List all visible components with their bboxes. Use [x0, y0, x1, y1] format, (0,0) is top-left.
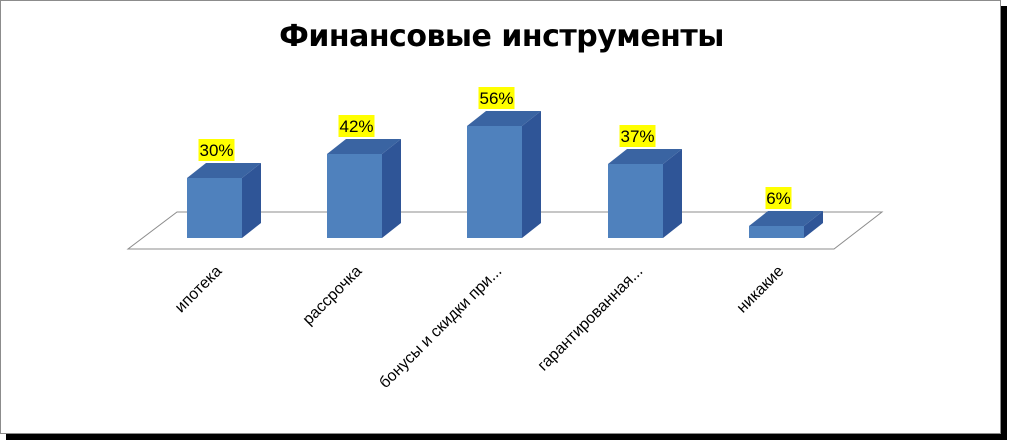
- bar-side: [663, 149, 682, 238]
- data-label: 56%: [479, 89, 513, 108]
- bar-side: [242, 163, 261, 238]
- data-label-bg: [478, 87, 515, 109]
- bar-top: [467, 111, 541, 126]
- bar-side: [382, 139, 401, 238]
- bar: [749, 226, 804, 238]
- bar: [187, 178, 242, 238]
- category-label: бонусы и скидки при...: [376, 263, 505, 392]
- bar-top: [327, 139, 401, 154]
- bar-top: [608, 149, 682, 164]
- data-label: 42%: [339, 117, 373, 136]
- chart-plot: 30% ипотека 42% рассрочка 56% бонусы и скидки…: [126, 87, 884, 392]
- data-label: 6%: [766, 189, 791, 208]
- bar-side: [804, 211, 823, 238]
- data-label-bg: [338, 115, 375, 137]
- data-label-bg: [619, 125, 656, 147]
- data-label: 37%: [620, 127, 654, 146]
- category-label: гарантированная...: [535, 263, 647, 375]
- bar-side: [522, 111, 541, 238]
- bar: [467, 126, 522, 238]
- category-label: ипотека: [172, 263, 225, 316]
- category-label: никакие: [734, 263, 788, 317]
- bar-top: [187, 163, 261, 178]
- chart-title: Финансовые инструменты: [279, 19, 724, 54]
- bar: [608, 164, 663, 238]
- data-label-bg: [765, 187, 792, 209]
- category-label: рассрочка: [300, 263, 366, 329]
- bar-top: [749, 211, 823, 226]
- data-label: 30%: [199, 141, 233, 160]
- data-label-bg: [198, 139, 235, 161]
- bar: [327, 154, 382, 238]
